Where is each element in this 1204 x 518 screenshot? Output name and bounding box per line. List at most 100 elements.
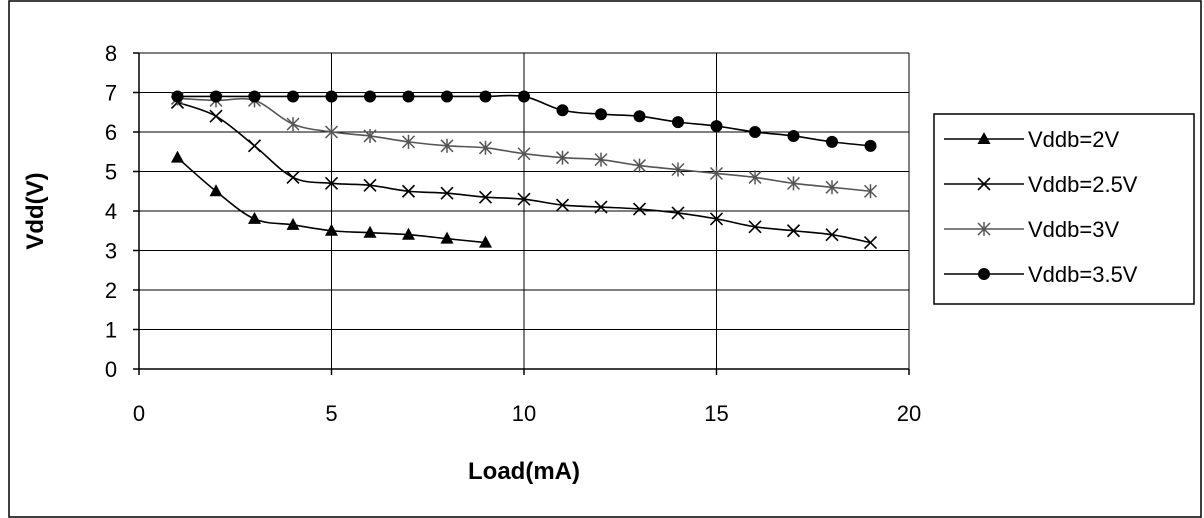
data-point-2-5 [363, 128, 377, 143]
legend-label-2: Vddb=3V [1028, 217, 1119, 242]
y-tick-label-2: 2 [105, 278, 117, 303]
y-axis-title: Vdd(V) [22, 172, 49, 249]
data-point-3-4 [325, 90, 338, 103]
data-point-3-15 [749, 126, 761, 138]
data-point-3-2 [248, 90, 261, 103]
data-point-1-7 [440, 186, 454, 200]
tick-labels: 0 1 2 3 4 5 6 7 8 0 5 10 15 20 [105, 41, 921, 426]
data-point-2-14 [709, 166, 724, 181]
legend-entry-0: Vddb=2V [944, 127, 1119, 152]
data-point-0-4 [325, 223, 338, 236]
data-point-3-9 [518, 90, 530, 103]
data-point-2-8 [478, 140, 493, 155]
y-tick-label-7: 7 [105, 81, 117, 106]
data-point-3-6 [402, 90, 415, 103]
data-point-3-13 [672, 116, 684, 129]
data-point-0-3 [286, 217, 300, 230]
data-point-3-11 [595, 108, 607, 121]
data-point-0-1 [209, 184, 223, 197]
data-point-2-17 [825, 180, 839, 195]
data-point-0-6 [402, 227, 415, 240]
axes [133, 52, 910, 375]
data-point-1-17 [825, 228, 839, 242]
legend-marker-1 [977, 177, 991, 191]
data-point-1-13 [671, 206, 685, 220]
legend-entry-3: Vddb=3.5V [944, 262, 1138, 287]
x-tick-label-2: 10 [512, 401, 536, 426]
data-point-3-1 [210, 90, 222, 103]
data-point-2-6 [401, 134, 416, 149]
data-point-3-16 [787, 129, 800, 142]
data-point-2-12 [632, 158, 647, 173]
series-3 [171, 90, 877, 152]
data-point-1-16 [786, 224, 801, 238]
data-point-2-10 [555, 150, 570, 165]
data-point-3-14 [710, 120, 723, 133]
data-point-3-0 [171, 90, 184, 103]
legend-entry-2: Vddb=3V [944, 217, 1119, 242]
data-point-2-16 [786, 176, 801, 191]
y-tick-label-1: 1 [105, 318, 117, 343]
data-point-3-10 [556, 104, 569, 117]
y-tick-label-0: 0 [105, 357, 117, 382]
legend-entry-1: Vddb=2.5V [944, 172, 1138, 197]
y-tick-label-6: 6 [105, 120, 117, 145]
data-point-1-18 [863, 236, 878, 250]
data-point-0-5 [363, 225, 377, 238]
data-point-1-9 [517, 192, 531, 206]
data-point-3-3 [287, 90, 299, 103]
data-point-3-8 [479, 90, 492, 103]
x-axis-title: Load(mA) [468, 458, 580, 485]
legend-label-0: Vddb=2V [1028, 127, 1119, 152]
x-tick-label-3: 15 [704, 401, 728, 426]
data-point-1-2 [247, 139, 262, 153]
data-point-1-12 [632, 202, 647, 216]
data-point-1-10 [555, 198, 570, 212]
legend: Vddb=2V Vddb=2.5V Vddb=3V Vddb=3.5V [933, 113, 1195, 305]
data-point-1-4 [324, 176, 339, 190]
x-tick-label-4: 20 [897, 401, 921, 426]
x-tick-label-1: 5 [325, 401, 337, 426]
legend-box [933, 113, 1195, 305]
data-point-0-2 [248, 211, 261, 224]
data-point-2-3 [286, 117, 300, 132]
data-point-0-7 [440, 231, 454, 244]
series-0 [171, 150, 492, 248]
y-tick-label-3: 3 [105, 239, 117, 264]
legend-marker-3 [978, 268, 990, 280]
legend-marker-0 [977, 132, 991, 144]
data-point-0-8 [479, 235, 492, 248]
legend-marker-2 [977, 222, 991, 236]
data-point-1-6 [401, 184, 416, 198]
data-point-1-1 [209, 109, 223, 123]
data-point-2-4 [324, 125, 339, 139]
data-point-1-3 [286, 170, 300, 184]
y-tick-label-5: 5 [105, 160, 117, 185]
legend-label-1: Vddb=2.5V [1028, 172, 1138, 197]
data-point-1-11 [594, 200, 608, 214]
data-point-2-18 [863, 184, 878, 199]
y-tick-label-8: 8 [105, 41, 117, 66]
x-tick-label-0: 0 [133, 401, 145, 426]
data-point-3-18 [864, 139, 877, 152]
data-point-2-11 [594, 152, 608, 167]
data-point-1-14 [709, 212, 724, 226]
data-point-1-5 [363, 178, 377, 192]
data-point-2-7 [440, 138, 454, 153]
data-point-3-12 [633, 110, 646, 123]
data-point-2-15 [748, 170, 762, 185]
data-point-2-13 [671, 162, 685, 177]
data-point-3-5 [364, 90, 376, 103]
data-point-3-7 [441, 90, 453, 103]
legend-label-3: Vddb=3.5V [1028, 262, 1138, 287]
series-2 [170, 91, 878, 199]
data-point-3-17 [826, 135, 838, 148]
y-tick-label-4: 4 [105, 199, 117, 224]
data-point-0-0 [171, 150, 184, 163]
data-point-2-9 [517, 146, 531, 161]
data-point-1-8 [478, 190, 493, 204]
data-point-1-15 [748, 220, 762, 234]
series-group [170, 90, 878, 250]
